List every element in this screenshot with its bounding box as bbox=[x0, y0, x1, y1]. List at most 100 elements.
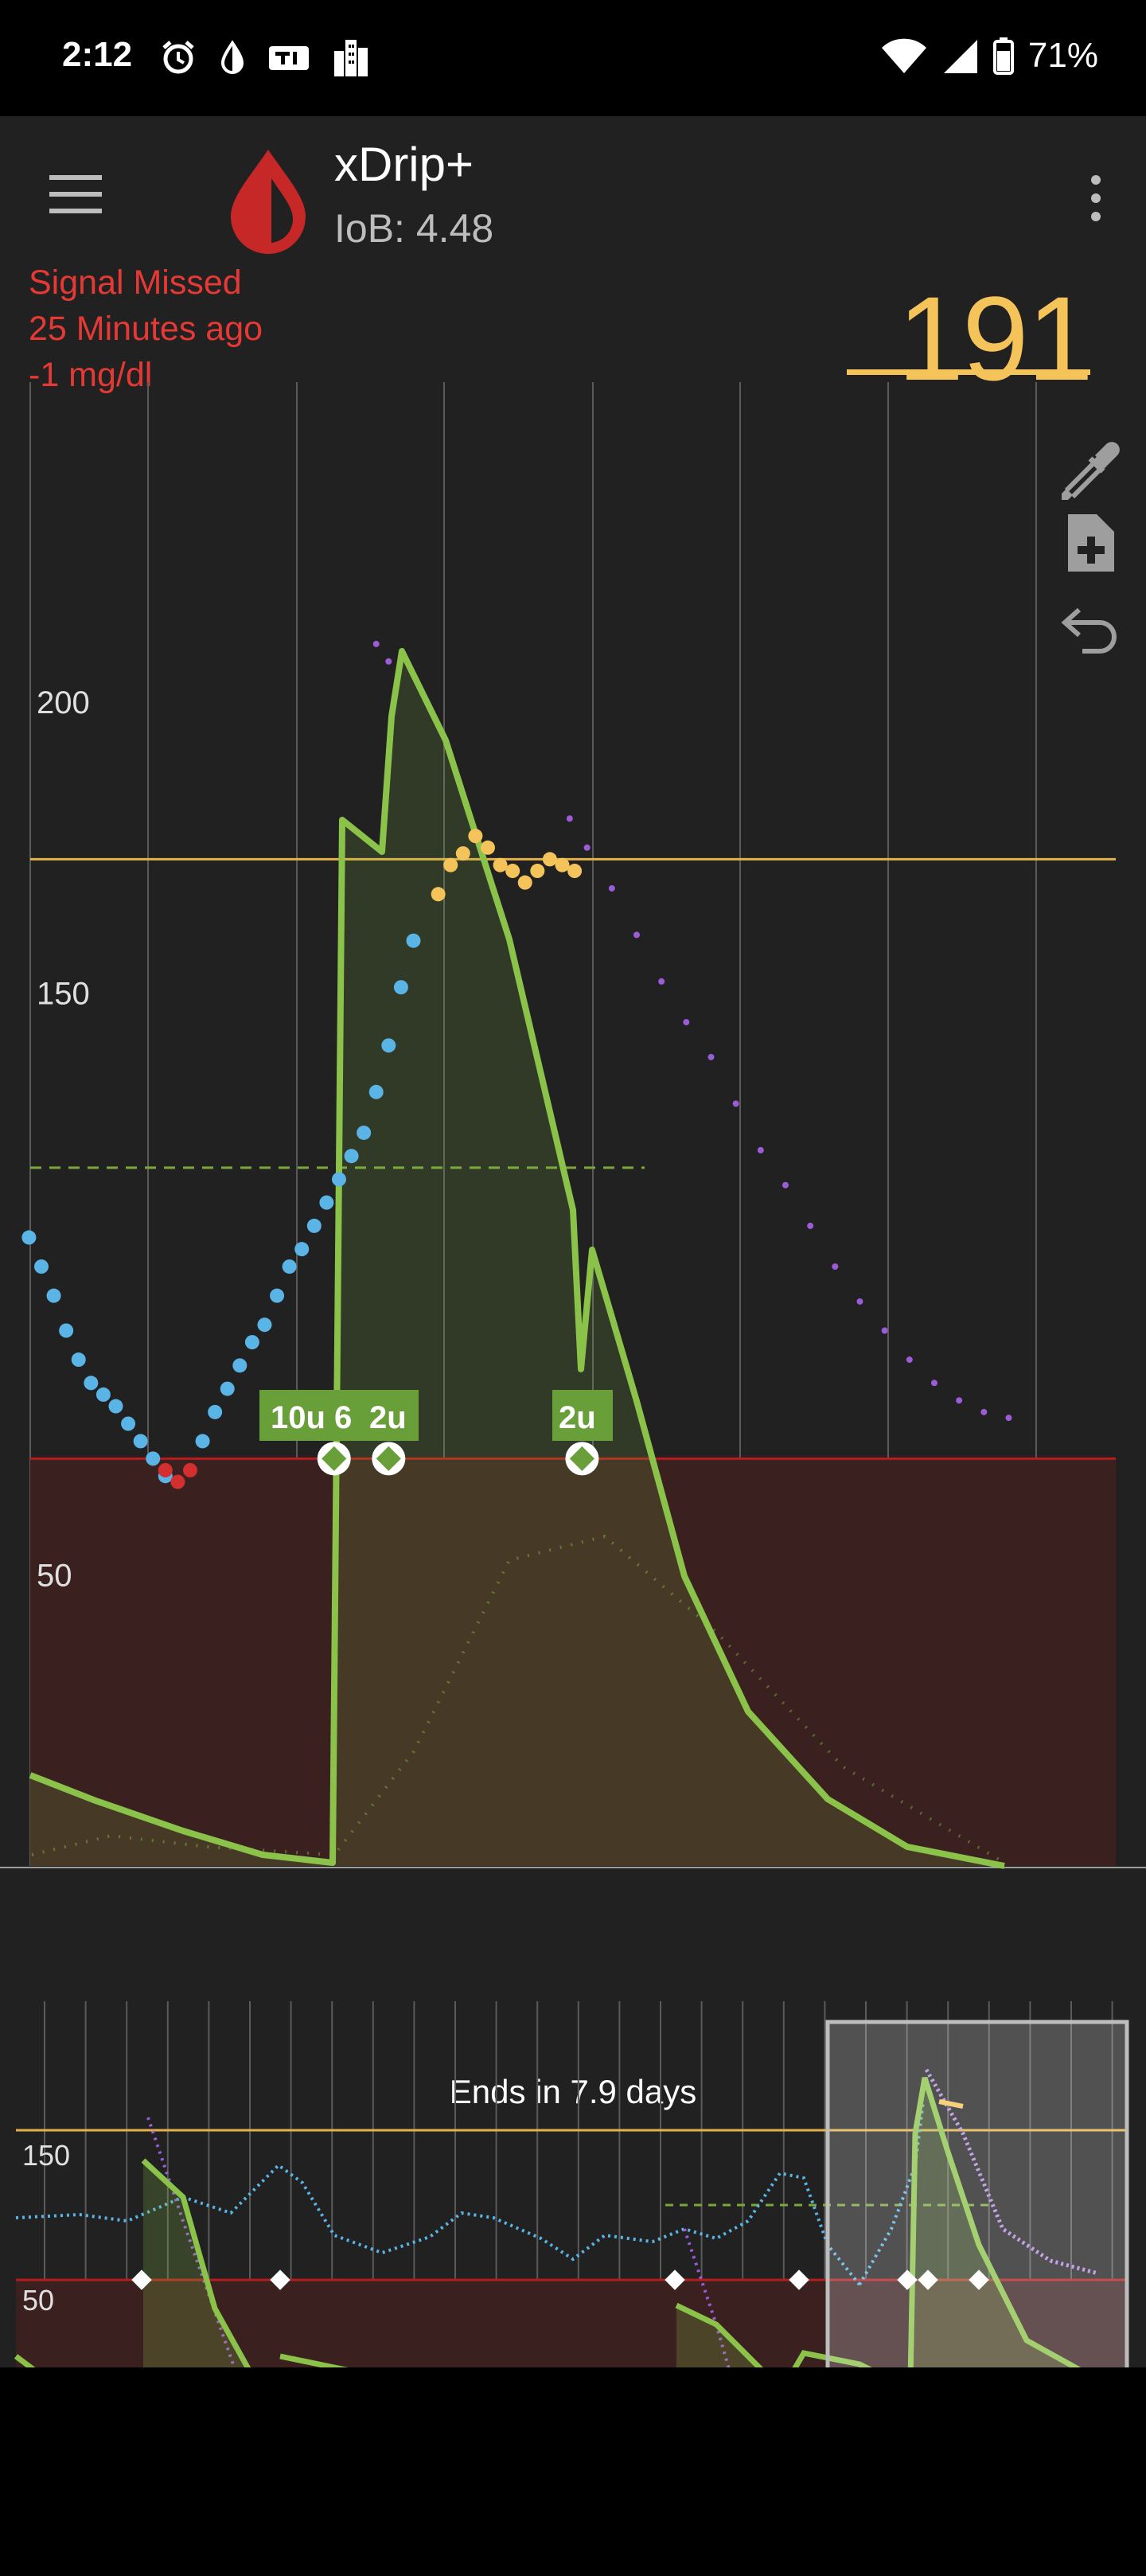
ends-in-text: Ends in 7.9 days bbox=[449, 2073, 697, 2110]
bg-point bbox=[108, 1399, 123, 1414]
signal-status: Signal Missed 25 Minutes ago -1 mg/dl bbox=[29, 260, 263, 398]
bg-point bbox=[468, 829, 483, 844]
prediction-point bbox=[608, 884, 615, 892]
toolbar: xDrip+ IoB: 4.48 bbox=[0, 116, 1146, 267]
bg-point bbox=[381, 1038, 396, 1053]
bg-point bbox=[257, 1317, 272, 1333]
bg-point bbox=[530, 864, 545, 879]
status-time: 2:12 bbox=[62, 35, 133, 74]
bg-point bbox=[368, 1084, 384, 1099]
prediction-point bbox=[881, 1327, 888, 1334]
bg-point bbox=[455, 846, 470, 861]
treatment-label-box bbox=[552, 1390, 613, 1441]
eyedropper-icon[interactable] bbox=[1050, 431, 1130, 511]
prediction-point bbox=[683, 1019, 690, 1026]
bg-point bbox=[319, 1195, 334, 1210]
card-icon bbox=[269, 46, 309, 70]
bg-point bbox=[331, 1172, 346, 1187]
bg-point bbox=[393, 980, 408, 995]
current-bg-strikethrough bbox=[847, 369, 1090, 375]
treatment-label-box bbox=[259, 1390, 419, 1441]
bg-point bbox=[294, 1242, 310, 1257]
bg-point bbox=[33, 1259, 49, 1274]
status-icons-right: 71% bbox=[880, 32, 1098, 80]
prediction-point bbox=[956, 1397, 963, 1404]
bg-point bbox=[406, 933, 421, 948]
bg-point bbox=[71, 1352, 86, 1368]
bg-point bbox=[146, 1451, 161, 1466]
prediction-point bbox=[930, 1380, 937, 1387]
low-zone bbox=[30, 1458, 1116, 1866]
y-tick-label: 150 bbox=[37, 977, 90, 1012]
prediction-point bbox=[782, 1181, 789, 1188]
prediction-point bbox=[757, 1146, 764, 1153]
bg-point bbox=[443, 857, 458, 872]
bg-point bbox=[195, 1434, 210, 1449]
treatment-markers: 10u 6 2u 2u bbox=[259, 1390, 613, 1476]
prediction-point bbox=[1005, 1415, 1012, 1422]
alarm-icon bbox=[162, 41, 194, 74]
blood-drop-logo bbox=[231, 150, 306, 254]
treatment-label: 2u bbox=[559, 1400, 596, 1435]
prediction-point bbox=[385, 658, 392, 665]
signal-status-line3: -1 mg/dl bbox=[29, 356, 153, 394]
y-tick-label: 200 bbox=[37, 685, 90, 720]
current-bg-value: 191 bbox=[897, 271, 1093, 405]
overflow-menu-icon[interactable] bbox=[1076, 169, 1116, 228]
treatment-diamond bbox=[322, 1446, 347, 1471]
signal-status-line1: Signal Missed bbox=[29, 263, 242, 302]
bg-point bbox=[480, 840, 495, 855]
bg-readings bbox=[21, 640, 1012, 1489]
bg-point bbox=[121, 1416, 136, 1431]
bg-point bbox=[542, 852, 557, 867]
bg-point bbox=[232, 1358, 248, 1373]
bg-point bbox=[84, 1376, 99, 1391]
bg-point bbox=[220, 1381, 235, 1396]
treatment-diamond bbox=[376, 1446, 401, 1471]
prediction-point bbox=[583, 844, 591, 851]
prediction-point bbox=[707, 1053, 715, 1060]
undo-icon[interactable] bbox=[1050, 583, 1130, 662]
bg-point bbox=[493, 857, 508, 872]
home-gesture-pill[interactable] bbox=[0, 2460, 1146, 2576]
bg-point bbox=[431, 887, 446, 902]
bg-point bbox=[505, 864, 520, 879]
bg-point bbox=[158, 1462, 173, 1477]
app-title: xDrip+ bbox=[334, 138, 474, 191]
prediction-point bbox=[807, 1222, 814, 1229]
signal-status-line2: 25 Minutes ago bbox=[29, 310, 263, 348]
menu-icon[interactable] bbox=[48, 172, 103, 217]
wifi-icon bbox=[881, 38, 926, 73]
bg-point bbox=[208, 1404, 223, 1419]
prediction-point bbox=[658, 978, 665, 985]
prediction-point bbox=[566, 815, 573, 822]
bg-point bbox=[46, 1288, 61, 1303]
main-chart-zones bbox=[30, 857, 1116, 1866]
note-add-icon[interactable] bbox=[1050, 503, 1130, 583]
y-tick-label: 50 bbox=[37, 1559, 72, 1594]
bg-point bbox=[244, 1335, 259, 1350]
status-icons-left bbox=[159, 35, 371, 80]
treatment-label: 10u 6 bbox=[271, 1400, 352, 1435]
prediction-point bbox=[832, 1263, 839, 1270]
treatment-label: 2u bbox=[369, 1400, 407, 1435]
bg-point bbox=[517, 875, 532, 890]
battery-icon bbox=[992, 37, 1014, 75]
bg-point bbox=[357, 1125, 372, 1140]
bg-point bbox=[182, 1462, 197, 1477]
bg-point bbox=[96, 1387, 111, 1402]
prediction-point bbox=[906, 1356, 913, 1364]
drop-half-icon bbox=[220, 40, 244, 74]
city-icon bbox=[334, 40, 368, 76]
bg-point bbox=[344, 1149, 359, 1164]
bg-point bbox=[59, 1323, 74, 1338]
bg-point bbox=[270, 1288, 285, 1303]
bg-point bbox=[555, 857, 570, 872]
status-bar: 2:12 bbox=[0, 0, 1146, 116]
prediction-point bbox=[633, 931, 640, 939]
prediction-point bbox=[856, 1298, 863, 1305]
bg-point bbox=[306, 1218, 322, 1233]
prediction-point bbox=[980, 1408, 988, 1415]
insulin-area bbox=[30, 651, 1004, 1866]
